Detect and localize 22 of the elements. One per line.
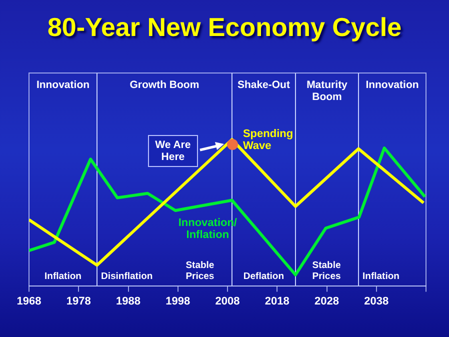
annotation: Disinflation: [100, 270, 153, 282]
text: Innovation: [364, 79, 420, 91]
text: Innovation: [35, 79, 91, 91]
annotation: Stable Prices: [311, 260, 342, 282]
series-label: Spending Wave: [242, 128, 294, 152]
chart-title: 80-Year New Economy Cycle: [46, 12, 403, 43]
text: Shake-Out: [236, 79, 291, 91]
text: Growth Boom: [128, 79, 200, 91]
x-tick-label: 2008: [215, 295, 240, 308]
annotation: Stable Prices: [184, 260, 216, 282]
x-tick-label: 1998: [166, 295, 190, 308]
x-tick-label: 1988: [116, 295, 140, 308]
x-tick-label: 1978: [66, 295, 91, 308]
annotation: We Are Here: [148, 134, 198, 167]
x-tick-label: 2028: [314, 295, 339, 308]
annotation: Inflation: [44, 270, 82, 282]
annotation: Inflation: [362, 270, 400, 282]
x-tick-label: 2018: [264, 295, 290, 308]
annotation: Deflation: [242, 270, 286, 282]
x-tick-label: 2038: [364, 295, 389, 308]
text: Maturity Boom: [306, 79, 348, 103]
x-tick-label: 1968: [16, 295, 42, 308]
